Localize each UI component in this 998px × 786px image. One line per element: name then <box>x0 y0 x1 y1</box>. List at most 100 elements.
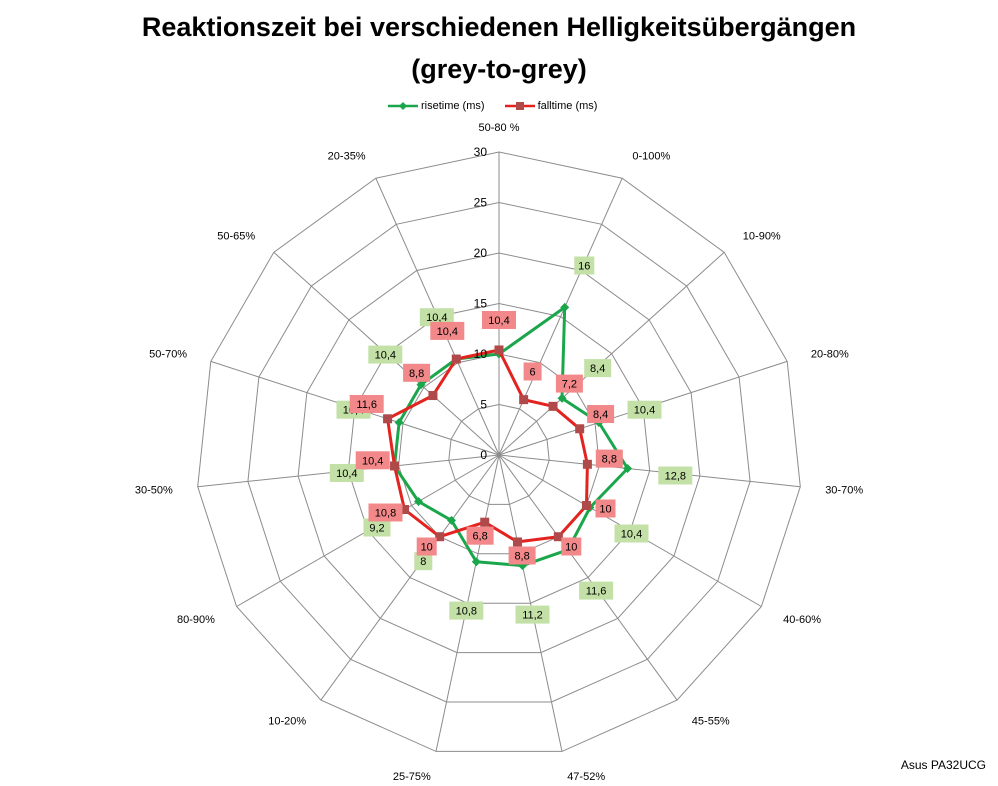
legend: risetime (ms) falltime (ms) <box>388 100 597 112</box>
grid-spoke <box>498 177 623 456</box>
risetime-data-label: 10,4 <box>336 468 357 480</box>
radar-grid <box>197 151 801 752</box>
falltime-data-label: 10 <box>565 542 577 554</box>
grid-spoke <box>498 454 563 752</box>
category-label: 50-80 % <box>479 122 520 134</box>
falltime-point <box>390 461 400 471</box>
falltime-point <box>494 345 504 355</box>
falltime-data-label: 10,4 <box>437 326 458 338</box>
category-label: 50-65% <box>217 231 255 243</box>
radar-labels: 0 5 10 15 20 25 30 50-80 % 0-100% 10-90% 20-80% 30-… <box>135 122 863 783</box>
data-label-box <box>363 518 391 537</box>
falltime-point <box>451 354 461 364</box>
grid-spoke <box>498 454 678 701</box>
grid-ring <box>448 403 550 505</box>
falltime-point <box>553 532 563 542</box>
risetime-data-label: 16 <box>578 261 590 273</box>
risetime-point <box>416 380 426 390</box>
category-label: 50-70% <box>149 349 187 361</box>
category-label: 10-90% <box>743 231 781 243</box>
category-label: 0-100% <box>632 150 670 162</box>
data-label-box <box>329 464 364 482</box>
category-label: 25-75% <box>393 771 431 783</box>
data-label-box <box>523 362 542 381</box>
falltime-point <box>575 424 585 434</box>
data-label-box <box>627 400 662 419</box>
radial-tick-label: 15 <box>474 297 488 311</box>
category-label: 10-20% <box>268 715 306 727</box>
falltime-point <box>519 395 529 405</box>
legend-item-risetime: risetime (ms) <box>388 100 485 112</box>
falltime-point <box>400 505 410 515</box>
radial-tick-label: 20 <box>474 246 488 260</box>
radial-tick-label: 5 <box>480 398 487 412</box>
data-label-box <box>368 503 403 522</box>
category-label: 40-60% <box>783 614 821 626</box>
category-label: 20-35% <box>328 150 366 162</box>
risetime-data-label: 12,8 <box>665 471 686 483</box>
data-label-box <box>595 499 616 518</box>
radial-tick-label: 10 <box>474 347 488 361</box>
data-label-box <box>414 552 433 571</box>
grid-spoke <box>498 251 725 456</box>
risetime-data-label: 10,4 <box>426 312 447 324</box>
risetime-data-label: 9,2 <box>369 523 384 535</box>
category-label: 30-70% <box>825 484 863 496</box>
grid-ring <box>197 151 801 752</box>
risetime-data-label: 10,4 <box>375 350 396 362</box>
falltime-data-label: 8,8 <box>514 551 529 563</box>
data-label-box <box>368 345 403 364</box>
credit-text: Asus PA32UCG <box>900 758 986 772</box>
grid-ring <box>297 252 701 654</box>
data-label-box <box>449 601 484 620</box>
falltime-point <box>383 414 393 424</box>
data-label-box <box>595 449 623 468</box>
falltime-point <box>582 459 592 469</box>
grid-ring <box>347 302 651 604</box>
falltime-data-label: 10,8 <box>375 508 396 520</box>
risetime-data-label: 11,2 <box>522 610 543 622</box>
falltime-data-label: 10,4 <box>362 455 383 467</box>
data-label-box <box>508 546 536 565</box>
falltime-data-label: 10 <box>421 542 433 554</box>
data-label-box <box>614 524 649 543</box>
falltime-point <box>428 391 438 401</box>
data-label-box <box>466 526 494 545</box>
falltime-data-label: 11,6 <box>356 399 377 411</box>
data-label-box <box>403 363 431 382</box>
legend-swatch-falltime <box>504 102 535 110</box>
risetime-data-label: 8 <box>420 556 426 568</box>
legend-label-risetime: risetime (ms) <box>421 100 485 112</box>
risetime-data-label: 11,6 <box>586 586 607 598</box>
falltime-point <box>548 401 558 411</box>
data-label-box <box>658 466 693 485</box>
data-label-box <box>355 451 390 470</box>
data-label-box <box>587 405 615 423</box>
falltime-data-label: 8,4 <box>593 409 608 421</box>
falltime-data-label: 6,8 <box>472 531 487 543</box>
data-label-box <box>430 321 465 340</box>
falltime-point <box>512 537 522 547</box>
data-label-box <box>349 395 384 413</box>
risetime-data-label: 10,4 <box>621 529 642 541</box>
grid-ring <box>247 201 751 703</box>
risetime-point <box>623 464 633 474</box>
risetime-data-label: 10,4 <box>634 405 655 417</box>
falltime-point <box>480 517 490 527</box>
category-label: 80-90% <box>177 614 215 626</box>
chart-title: Reaktionszeit bei verschiedenen Helligke… <box>141 12 857 42</box>
grid-spoke <box>498 454 801 488</box>
data-label-box <box>574 256 595 275</box>
risetime-point <box>471 557 481 567</box>
category-label: 45-55% <box>692 715 730 727</box>
risetime-point <box>394 418 404 428</box>
category-label: 20-80% <box>811 349 849 361</box>
falltime-point <box>581 501 591 510</box>
radial-tick-label: 0 <box>480 448 487 462</box>
falltime-data-label: 8,8 <box>409 368 424 380</box>
risetime-point <box>560 302 570 312</box>
legend-item-falltime: falltime (ms) <box>504 100 597 112</box>
data-label-box <box>561 537 582 556</box>
legend-swatch-risetime <box>388 102 418 110</box>
